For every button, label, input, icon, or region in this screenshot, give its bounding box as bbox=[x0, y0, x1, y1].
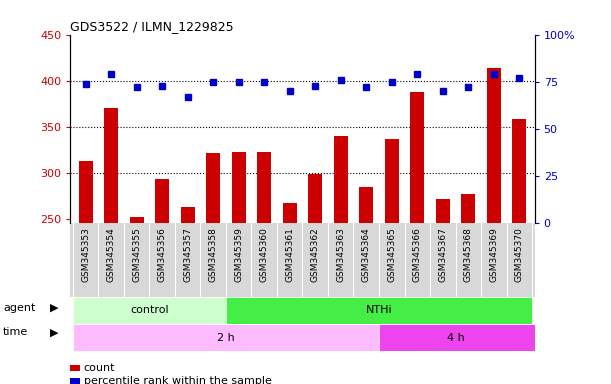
Bar bbox=[206, 153, 220, 223]
Text: GSM345355: GSM345355 bbox=[132, 227, 141, 282]
Text: GSM345362: GSM345362 bbox=[311, 227, 320, 282]
Text: GSM345357: GSM345357 bbox=[183, 227, 192, 282]
Bar bbox=[79, 161, 93, 223]
Text: ▶: ▶ bbox=[49, 327, 58, 337]
Bar bbox=[334, 136, 348, 223]
Text: GSM345367: GSM345367 bbox=[438, 227, 447, 282]
Bar bbox=[512, 119, 526, 223]
Bar bbox=[436, 199, 450, 223]
Bar bbox=[359, 187, 373, 223]
Text: GSM345365: GSM345365 bbox=[387, 227, 397, 282]
Bar bbox=[410, 92, 424, 223]
Bar bbox=[226, 297, 532, 324]
Text: GSM345358: GSM345358 bbox=[208, 227, 218, 282]
Bar bbox=[104, 108, 118, 223]
Bar bbox=[73, 297, 226, 324]
Text: 4 h: 4 h bbox=[447, 333, 464, 343]
Text: GSM345370: GSM345370 bbox=[515, 227, 524, 282]
Bar bbox=[461, 194, 475, 223]
Text: control: control bbox=[130, 305, 169, 315]
Bar bbox=[155, 179, 169, 223]
Text: NTHi: NTHi bbox=[365, 305, 392, 315]
Text: GSM345356: GSM345356 bbox=[158, 227, 167, 282]
Text: GSM345353: GSM345353 bbox=[81, 227, 90, 282]
Text: GSM345361: GSM345361 bbox=[285, 227, 294, 282]
Text: GSM345363: GSM345363 bbox=[336, 227, 345, 282]
Text: 2 h: 2 h bbox=[217, 333, 235, 343]
Text: GSM345364: GSM345364 bbox=[362, 227, 371, 282]
Text: GDS3522 / ILMN_1229825: GDS3522 / ILMN_1229825 bbox=[70, 20, 234, 33]
Text: count: count bbox=[84, 363, 115, 373]
Text: time: time bbox=[3, 327, 28, 337]
Bar bbox=[487, 68, 501, 223]
Bar bbox=[283, 203, 297, 223]
Text: GSM345360: GSM345360 bbox=[260, 227, 269, 282]
Text: ▶: ▶ bbox=[49, 303, 58, 313]
Text: GSM345368: GSM345368 bbox=[464, 227, 473, 282]
Text: percentile rank within the sample: percentile rank within the sample bbox=[84, 376, 271, 384]
Text: GSM345366: GSM345366 bbox=[413, 227, 422, 282]
Bar bbox=[379, 324, 545, 351]
Text: GSM345354: GSM345354 bbox=[106, 227, 115, 282]
Bar bbox=[257, 152, 271, 223]
Bar bbox=[181, 207, 195, 223]
Bar bbox=[73, 324, 379, 351]
Text: agent: agent bbox=[3, 303, 35, 313]
Bar bbox=[308, 174, 322, 223]
Text: GSM345359: GSM345359 bbox=[234, 227, 243, 282]
Bar bbox=[385, 139, 399, 223]
Bar bbox=[130, 217, 144, 223]
Text: GSM345369: GSM345369 bbox=[489, 227, 499, 282]
Bar bbox=[232, 152, 246, 223]
